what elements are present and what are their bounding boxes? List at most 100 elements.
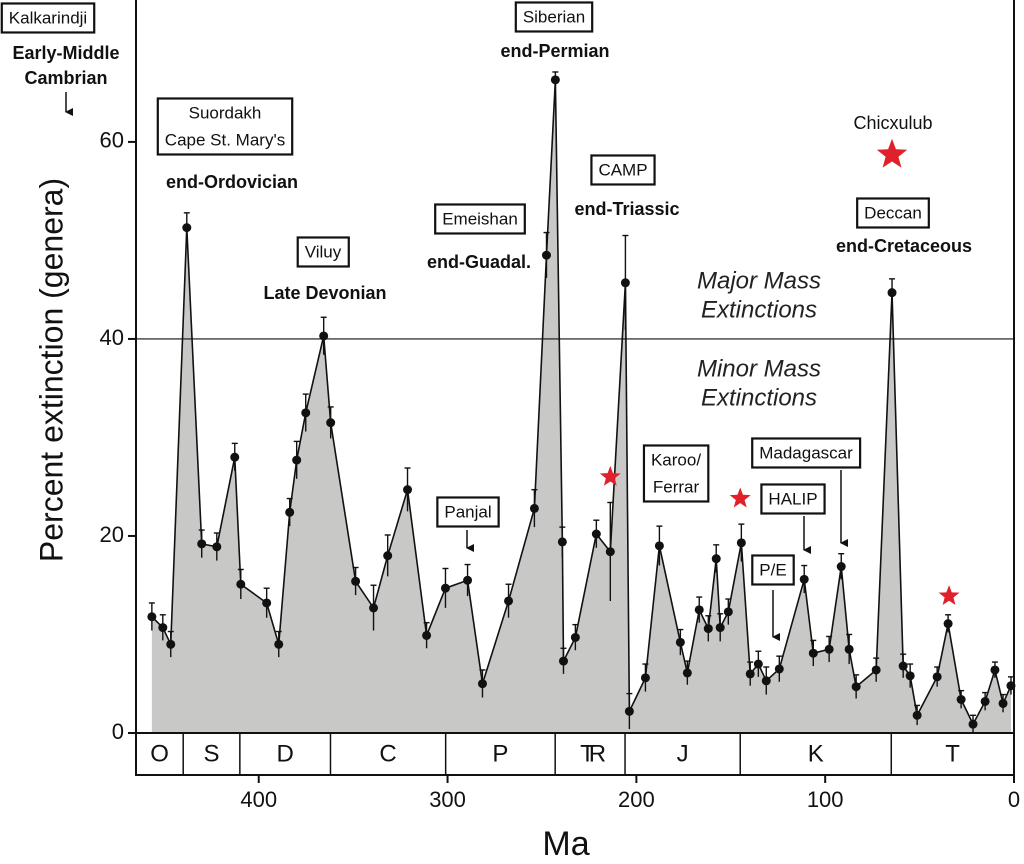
data-point — [351, 576, 361, 586]
data-point — [212, 542, 222, 552]
annotation: end-Ordovician — [166, 172, 298, 192]
annotation-text: Suordakh — [189, 103, 262, 122]
threshold-label: Major Mass — [697, 267, 821, 294]
data-point — [887, 288, 897, 298]
annotation-text: end-Cretaceous — [836, 236, 972, 256]
annotation-text: Kalkarindji — [9, 8, 87, 27]
data-point — [147, 612, 157, 622]
data-point — [774, 664, 784, 674]
annotation-text: Deccan — [864, 203, 922, 222]
annotation-box — [436, 496, 500, 528]
data-point — [570, 632, 580, 642]
annotation: CAMP — [590, 154, 656, 186]
data-point — [158, 623, 168, 633]
annotation-box — [514, 1, 594, 33]
threshold-label: Minor Mass — [697, 355, 821, 382]
annotation-text: Viluy — [305, 242, 342, 261]
annotation: Early-Middle Cambrian — [12, 43, 119, 88]
annotation: Madagascar — [751, 437, 862, 469]
annotation-text: end-Ordovician — [166, 172, 298, 192]
data-point — [675, 637, 685, 647]
y-tick-label: 40 — [100, 325, 124, 350]
annotation: Siberian — [514, 1, 594, 33]
period-label: D — [276, 740, 293, 767]
annotation: Karoo/Ferrar — [642, 444, 710, 503]
annotation: Panjal — [436, 496, 500, 528]
data-point — [723, 607, 733, 617]
annotation-box — [156, 97, 294, 156]
data-point — [898, 661, 908, 671]
x-tick-label: 400 — [240, 787, 277, 812]
data-point — [440, 583, 450, 593]
data-point — [871, 665, 881, 675]
annotation-text: Late Devonian — [263, 283, 386, 303]
data-point — [932, 672, 942, 682]
annotation-text: Ferrar — [653, 477, 700, 496]
data-point — [369, 603, 379, 613]
data-point — [326, 418, 336, 428]
y-tick-label: 60 — [100, 128, 124, 153]
period-label: K — [808, 740, 824, 767]
annotation: Late Devonian — [263, 283, 386, 303]
data-point — [292, 455, 302, 465]
data-point — [753, 659, 763, 669]
data-point — [980, 696, 990, 706]
period-label: TR — [580, 740, 606, 767]
impact-star — [599, 465, 621, 486]
annotation: end-Triassic — [574, 199, 679, 219]
data-point — [197, 539, 207, 549]
y-tick-label: 0 — [112, 719, 124, 744]
data-point — [808, 648, 818, 658]
data-point — [715, 623, 725, 633]
annotation: end-Guadal. — [427, 252, 531, 272]
data-point — [836, 562, 846, 572]
annotation-text: end-Permian — [500, 41, 609, 61]
data-point — [844, 644, 854, 654]
annotation-text: end-Triassic — [574, 199, 679, 219]
data-point — [504, 596, 514, 606]
annotation: Emeishan — [434, 203, 526, 235]
data-point — [824, 644, 834, 654]
data-point — [998, 698, 1008, 708]
annotation-box — [760, 483, 826, 515]
annotation: end-Permian — [500, 41, 609, 61]
annotation-text: Madagascar — [759, 443, 853, 462]
area-layer — [147, 71, 1016, 733]
data-point — [477, 679, 487, 689]
data-point — [591, 529, 601, 539]
annotation-box — [642, 444, 710, 503]
data-point — [301, 408, 311, 418]
data-point — [620, 278, 630, 288]
data-point — [990, 665, 1000, 675]
data-point — [230, 452, 240, 462]
annotation: Chicxulub — [853, 113, 932, 133]
annotation-box — [434, 203, 526, 235]
annotation-text: Karoo/ — [651, 450, 701, 469]
frame — [65, 0, 1015, 776]
annotation-box — [751, 437, 862, 469]
data-point — [654, 541, 664, 551]
data-point — [529, 503, 539, 513]
data-point — [605, 547, 615, 557]
data-point — [463, 575, 473, 585]
annotation-text: P/E — [759, 560, 786, 579]
annotation-box — [296, 236, 350, 268]
data-point — [736, 538, 746, 548]
data-point — [968, 719, 978, 729]
annotation-text: Emeishan — [442, 209, 518, 228]
data-point — [943, 619, 953, 629]
annotation-box — [751, 554, 795, 586]
impact-star — [938, 585, 960, 605]
annotation-text: end-Guadal. — [427, 252, 531, 272]
x-tick-label: 200 — [618, 787, 655, 812]
period-label: J — [677, 740, 689, 767]
annotation: HALIP — [760, 483, 826, 515]
x-axis-label: Ma — [542, 825, 589, 863]
data-point — [851, 682, 861, 692]
area-fill — [151, 79, 1011, 733]
annotation: end-Cretaceous — [836, 236, 972, 256]
x-tick-label: 300 — [429, 787, 466, 812]
annotation-text: Panjal — [444, 502, 491, 521]
